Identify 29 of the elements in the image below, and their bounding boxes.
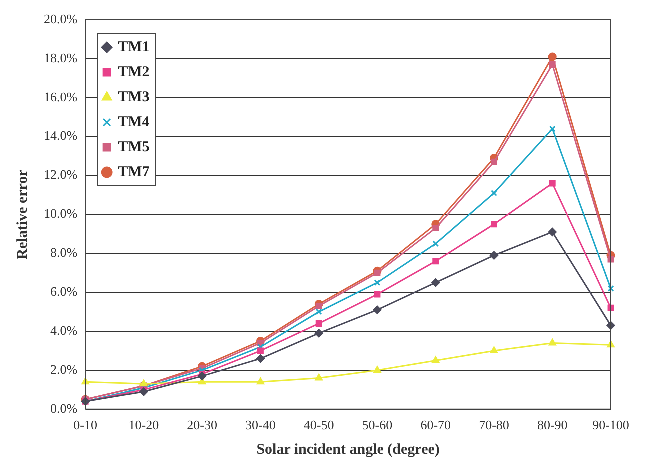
x-tick-label: 60-70 [420, 418, 452, 433]
y-tick-label: 2.0% [50, 362, 78, 377]
y-tick-label: 14.0% [44, 128, 78, 144]
legend-label: TM1 [118, 39, 150, 56]
x-tick-label: 80-90 [537, 418, 568, 433]
y-tick-label: 4.0% [50, 322, 78, 338]
x-tick-label: 0-10 [74, 418, 98, 433]
x-tick-label: 10-20 [128, 418, 160, 433]
legend-label: TM5 [118, 139, 150, 156]
x-tick-label: 90-100 [592, 418, 630, 433]
x-tick-label: 40-50 [304, 418, 334, 433]
y-tick-label: 20.0% [44, 11, 78, 26]
y-tick-label: 8.0% [50, 245, 78, 260]
legend-label: TM2 [118, 64, 150, 80]
y-tick-label: 18.0% [44, 50, 78, 66]
y-tick-label: 6.0% [50, 284, 78, 299]
y-tick-label: 12.0% [44, 167, 78, 182]
x-tick-label: 20-30 [187, 418, 218, 433]
x-tick-label: 30-40 [246, 418, 276, 433]
x-tick-label: 50-60 [362, 418, 393, 433]
legend-label: TM4 [118, 114, 150, 130]
x-tick-label: 70-80 [479, 418, 510, 433]
y-axis-title: Relative error [14, 169, 31, 260]
legend-label: TM3 [118, 89, 150, 106]
x-axis-title: Solar incident angle (degree) [256, 442, 440, 458]
legend-label: TM7 [118, 164, 150, 180]
y-tick-label: 10.0% [44, 206, 78, 222]
y-tick-label: 16.0% [44, 89, 78, 104]
y-tick-label: 0.0% [50, 400, 78, 416]
